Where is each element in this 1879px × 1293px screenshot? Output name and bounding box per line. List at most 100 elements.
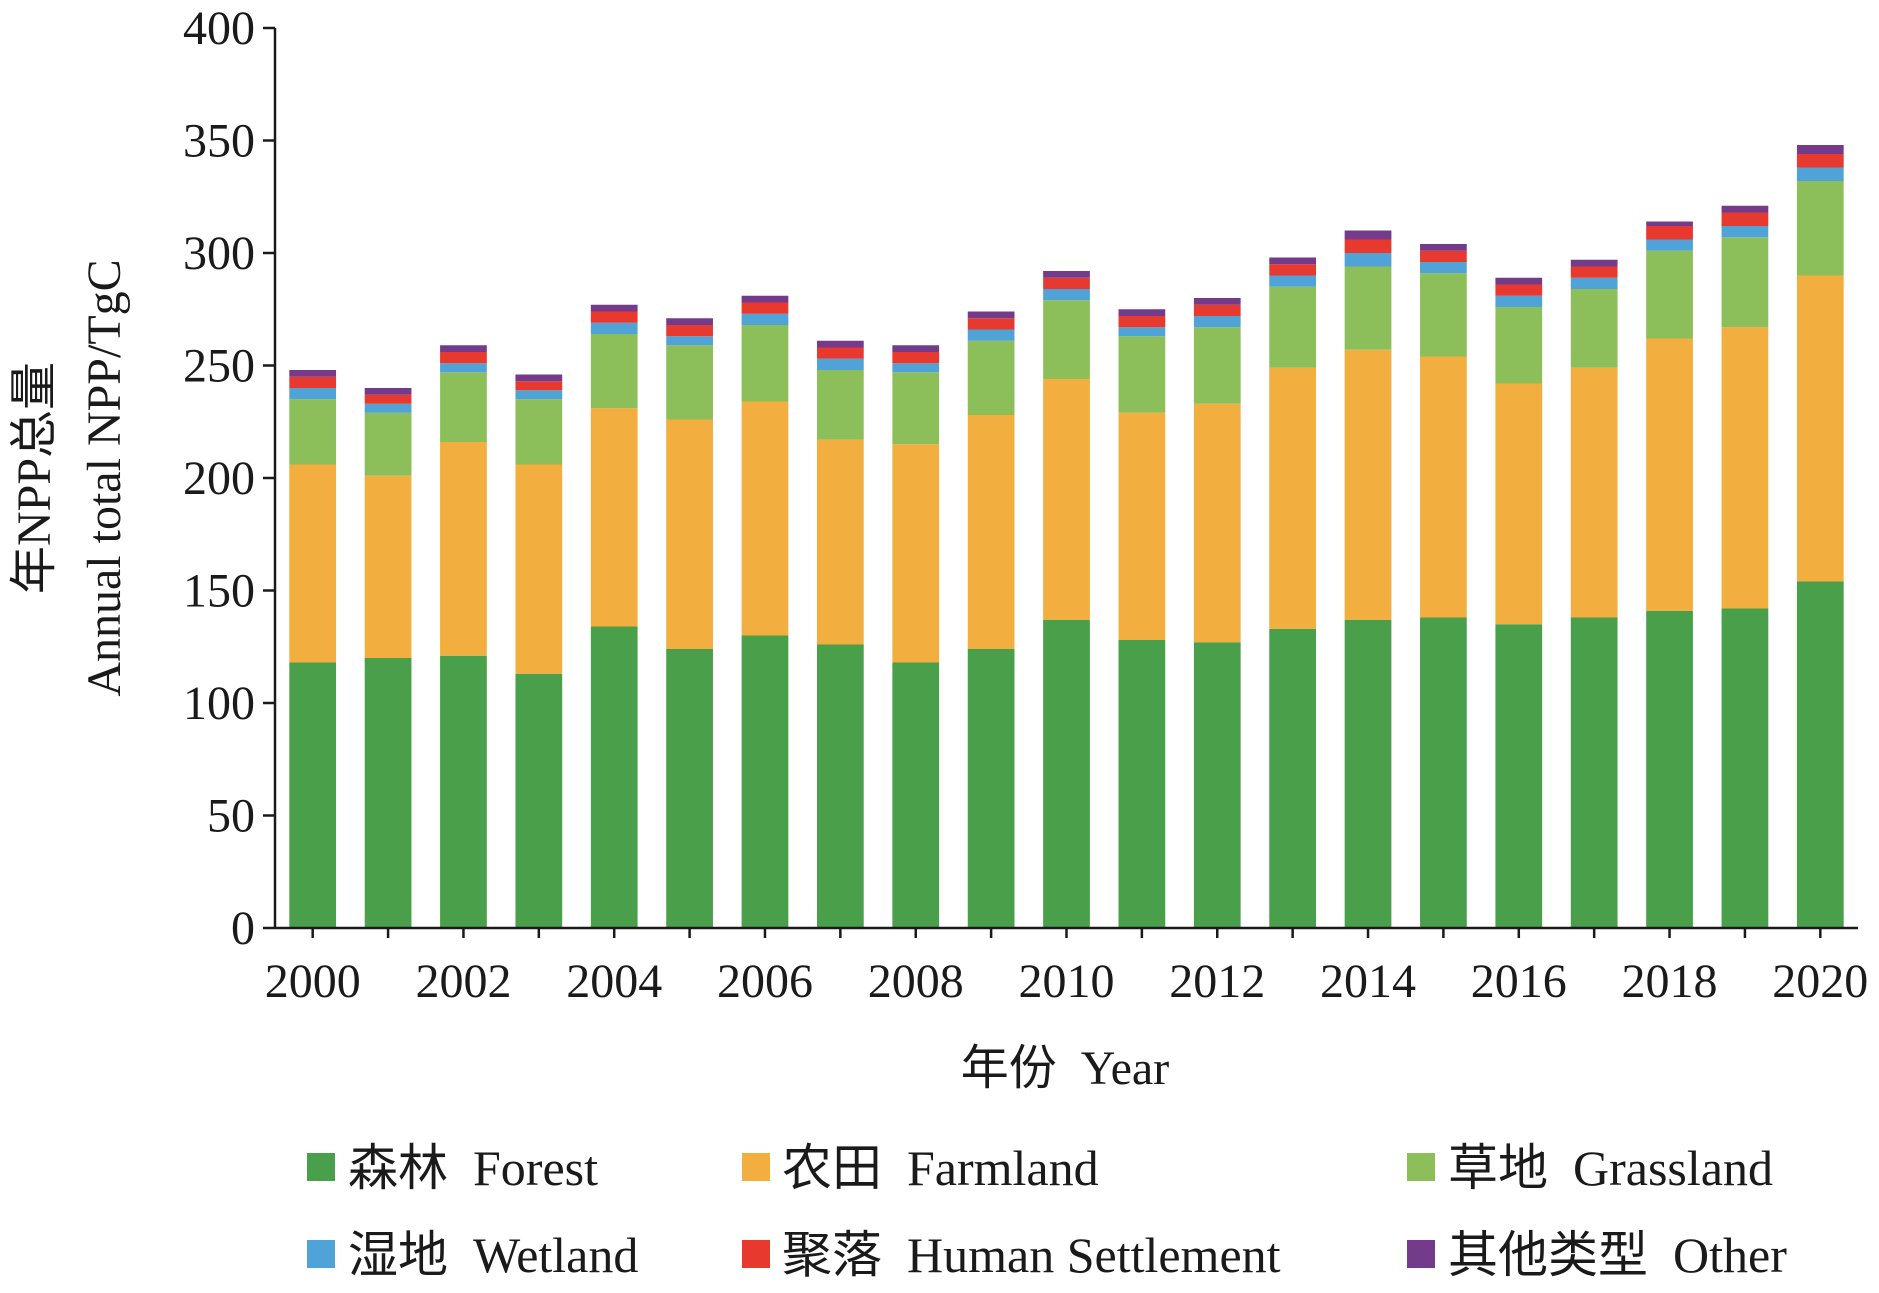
- bar-segment-2011-series-0: [1118, 640, 1166, 928]
- bar-segment-2003-series-1: [515, 464, 563, 674]
- bar-segment-2003-series-0: [515, 673, 563, 928]
- bar-segment-2010-series-4: [1043, 277, 1090, 289]
- x-tick-label: 2008: [868, 955, 964, 1008]
- bar-segment-2017-series-4: [1570, 266, 1618, 278]
- bar-segment-2016-series-1: [1495, 383, 1543, 625]
- bar-segment-2008-series-2: [892, 372, 940, 445]
- bar-segment-2014-series-1: [1344, 349, 1392, 620]
- bar-segment-2016-series-5: [1495, 277, 1543, 285]
- bar-segment-2014-series-0: [1344, 619, 1392, 928]
- bar-segment-2014-series-5: [1344, 230, 1392, 240]
- bar-segment-2008-series-1: [892, 444, 940, 663]
- bar-segment-2003-series-3: [515, 390, 563, 400]
- bar-segment-2005-series-1: [666, 419, 713, 649]
- bar-segment-2018-series-2: [1646, 250, 1693, 339]
- bar-segment-2010-series-2: [1043, 300, 1090, 379]
- bar-segment-2009-series-3: [967, 329, 1015, 341]
- bar-segment-2015-series-3: [1420, 262, 1467, 274]
- legend-label-wetland: 湿地 Wetland: [348, 1227, 638, 1283]
- x-tick-label: 2020: [1772, 955, 1868, 1008]
- bar-segment-2018-series-1: [1646, 338, 1693, 611]
- bar-segment-2005-series-3: [666, 336, 713, 346]
- legend-swatch-farmland: [742, 1153, 770, 1181]
- bar-segment-2010-series-5: [1043, 271, 1090, 278]
- y-tick-label: 100: [183, 677, 255, 730]
- bar-segment-2009-series-4: [967, 318, 1015, 330]
- legend-label-grassland: 草地 Grassland: [1448, 1140, 1773, 1196]
- bar-segment-2004-series-2: [590, 334, 638, 409]
- legend-swatch-other: [1407, 1240, 1435, 1268]
- bar-segment-2002-series-1: [440, 442, 487, 656]
- bar-segment-2014-series-2: [1344, 266, 1392, 350]
- bar-segment-2013-series-5: [1269, 257, 1317, 265]
- bar-segment-2007-series-1: [816, 439, 864, 645]
- bar-segment-2018-series-5: [1646, 221, 1693, 226]
- bar-segment-2016-series-4: [1495, 284, 1543, 296]
- bar-segment-2000-series-3: [289, 388, 337, 400]
- bar-segment-2013-series-2: [1269, 286, 1317, 368]
- bar-segment-2000-series-4: [289, 376, 337, 388]
- bar-segment-2002-series-5: [440, 345, 487, 352]
- bar-segment-2012-series-3: [1193, 316, 1241, 328]
- legend-label-farmland: 农田 Farmland: [782, 1140, 1099, 1196]
- bar-segment-2002-series-3: [440, 363, 487, 373]
- y-tick-label: 400: [183, 2, 255, 55]
- bar-segment-2019-series-2: [1721, 237, 1769, 328]
- bar-segment-2016-series-2: [1495, 307, 1543, 384]
- legend-swatch-grassland: [1407, 1153, 1435, 1181]
- bar-segment-2006-series-2: [741, 325, 789, 402]
- bar-segment-2015-series-2: [1420, 273, 1467, 357]
- bar-segment-2010-series-0: [1043, 619, 1090, 928]
- bar-segment-2017-series-3: [1570, 277, 1618, 289]
- bar-segment-2008-series-3: [892, 363, 940, 373]
- bar-segment-2001-series-2: [364, 412, 412, 476]
- bar-segment-2009-series-5: [967, 311, 1015, 319]
- bar-segment-2005-series-5: [666, 318, 713, 325]
- bar-segment-2016-series-0: [1495, 624, 1543, 928]
- bar-segment-2018-series-3: [1646, 239, 1693, 251]
- bar-segment-2005-series-4: [666, 325, 713, 337]
- bar-segment-2002-series-2: [440, 372, 487, 442]
- bar-segment-2001-series-3: [364, 403, 412, 413]
- bar-segment-2002-series-4: [440, 352, 487, 364]
- bar-segment-2006-series-4: [741, 302, 789, 314]
- bar-segment-2007-series-5: [816, 340, 864, 348]
- bar-segment-2004-series-4: [590, 311, 638, 323]
- bar-segment-2012-series-1: [1193, 403, 1241, 643]
- bar-segment-2011-series-4: [1118, 316, 1166, 328]
- bar-segment-2020-series-5: [1796, 145, 1844, 154]
- legend-label-settlement: 聚落 Human Settlement: [782, 1227, 1281, 1283]
- y-axis-title-line1: 年NPP总量: [8, 362, 61, 594]
- legend-swatch-forest: [307, 1153, 335, 1181]
- bar-segment-2013-series-1: [1269, 367, 1317, 629]
- bar-segment-2019-series-3: [1721, 226, 1769, 238]
- bar-segment-2020-series-2: [1796, 181, 1844, 276]
- bar-segment-2007-series-4: [816, 347, 864, 359]
- x-tick-label: 2006: [717, 955, 813, 1008]
- bar-segment-2012-series-2: [1193, 327, 1241, 404]
- bar-segment-2007-series-3: [816, 358, 864, 370]
- y-tick-label: 150: [183, 565, 255, 618]
- bar-segment-2015-series-4: [1420, 250, 1467, 262]
- legend-swatch-wetland: [307, 1240, 335, 1268]
- bar-segment-2012-series-4: [1193, 304, 1241, 316]
- bar-segment-2004-series-1: [590, 408, 638, 627]
- bar-segment-2019-series-1: [1721, 327, 1769, 609]
- bar-segment-2004-series-5: [590, 304, 638, 312]
- x-tick-label: 2002: [415, 955, 511, 1008]
- bar-segment-2006-series-3: [741, 313, 789, 325]
- bar-segment-2015-series-1: [1420, 356, 1467, 618]
- y-tick-label: 0: [231, 902, 255, 955]
- bar-segment-2000-series-0: [289, 662, 337, 928]
- x-tick-label: 2004: [566, 955, 662, 1008]
- bar-segment-2013-series-4: [1269, 264, 1317, 276]
- bar-segment-2014-series-3: [1344, 253, 1392, 267]
- bar-segment-2000-series-2: [289, 399, 337, 465]
- y-ticks-group: 0 50 100 150 200 250 300 350 400: [183, 2, 275, 955]
- x-tick-label: 2016: [1471, 955, 1567, 1008]
- bar-segment-2009-series-1: [967, 415, 1015, 649]
- bar-segment-2008-series-0: [892, 662, 940, 928]
- bar-segment-2010-series-1: [1043, 379, 1090, 620]
- bar-segment-2020-series-3: [1796, 167, 1844, 181]
